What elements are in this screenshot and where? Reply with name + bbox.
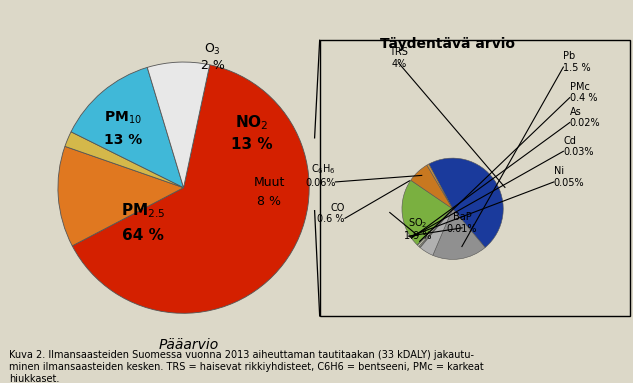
Text: 1.5 %: 1.5 % [563, 63, 591, 73]
Text: As: As [570, 107, 582, 117]
Text: Ni: Ni [554, 166, 564, 176]
Text: PM$_{10}$: PM$_{10}$ [104, 109, 142, 126]
Text: 4%: 4% [391, 59, 406, 69]
Wedge shape [402, 180, 453, 245]
Text: 0.05%: 0.05% [554, 178, 584, 188]
Text: Cd: Cd [563, 136, 576, 146]
Text: 0.6 %: 0.6 % [318, 214, 345, 224]
Wedge shape [419, 209, 453, 247]
Text: O$_3$: O$_3$ [204, 42, 221, 57]
Text: C$_6$H$_6$: C$_6$H$_6$ [311, 162, 335, 176]
Wedge shape [71, 67, 184, 188]
Text: 0.02%: 0.02% [570, 118, 600, 128]
Text: 0.03%: 0.03% [563, 147, 594, 157]
Wedge shape [65, 132, 184, 188]
Text: 13 %: 13 % [104, 133, 142, 147]
Text: SO$_2$: SO$_2$ [408, 216, 427, 230]
Text: PM$_{2.5}$: PM$_{2.5}$ [121, 201, 166, 219]
Text: Täydentävä arvio: Täydentävä arvio [380, 37, 515, 51]
Wedge shape [417, 209, 453, 245]
Wedge shape [72, 65, 309, 313]
Text: 13 %: 13 % [230, 137, 272, 152]
Text: 2 %: 2 % [201, 59, 225, 72]
Wedge shape [417, 209, 453, 246]
Text: BaP: BaP [453, 212, 472, 222]
Text: 0.4 %: 0.4 % [570, 93, 597, 103]
Wedge shape [147, 62, 210, 188]
Wedge shape [433, 209, 485, 259]
Text: 1.9 %: 1.9 % [404, 231, 432, 241]
Wedge shape [429, 158, 503, 247]
Wedge shape [420, 209, 453, 248]
Text: 64 %: 64 % [122, 228, 165, 243]
Wedge shape [411, 165, 453, 209]
Text: 8 %: 8 % [257, 195, 281, 208]
Text: 0.01%: 0.01% [447, 224, 477, 234]
Wedge shape [58, 146, 184, 246]
Text: Pb: Pb [563, 51, 575, 61]
Wedge shape [427, 164, 453, 209]
Text: Pääarvio: Pääarvio [158, 338, 219, 352]
Text: PMc: PMc [570, 82, 589, 92]
Text: 0.06%: 0.06% [305, 178, 335, 188]
Text: CO: CO [330, 203, 345, 213]
Text: TRS: TRS [389, 47, 408, 57]
Text: NO$_2$: NO$_2$ [235, 113, 268, 132]
Text: Muut: Muut [253, 176, 285, 189]
Text: Kuva 2. Ilmansaasteiden Suomessa vuonna 2013 aiheuttaman tautitaakan (33 kDALY) : Kuva 2. Ilmansaasteiden Suomessa vuonna … [9, 350, 484, 383]
Wedge shape [420, 209, 453, 255]
